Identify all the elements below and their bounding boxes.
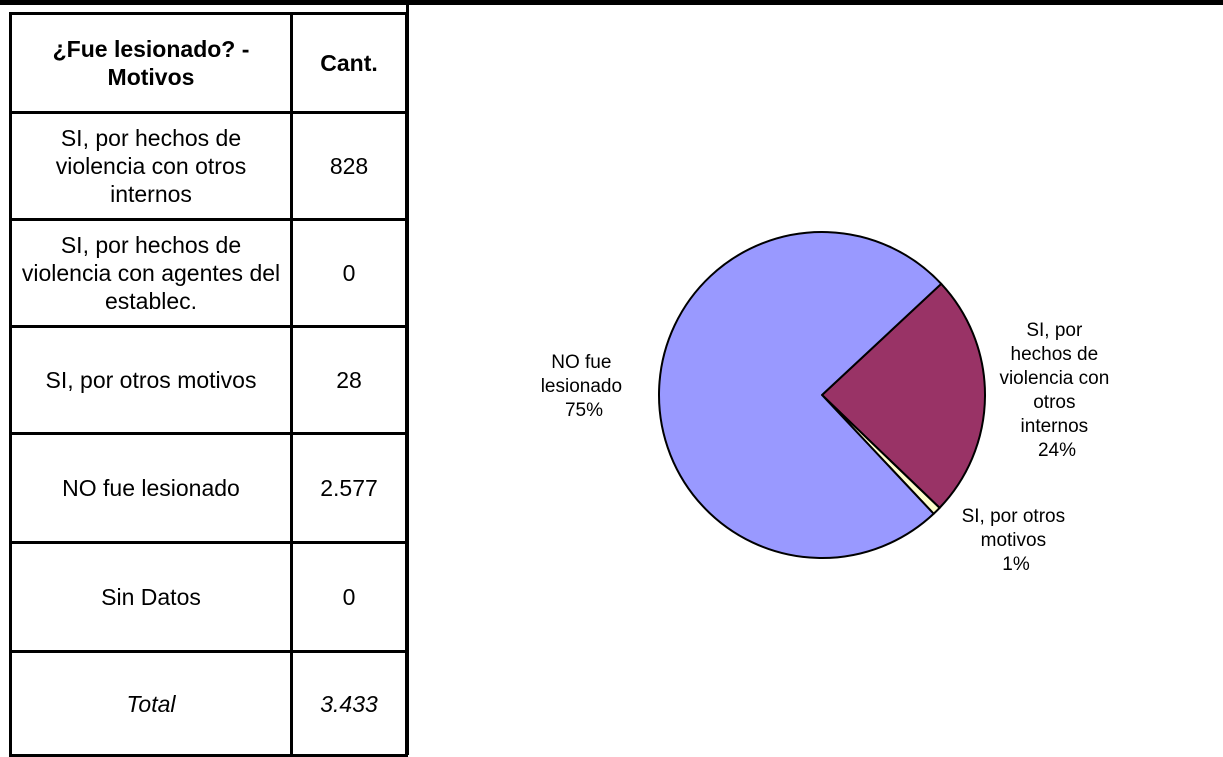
row-value: 2.577	[290, 432, 408, 544]
row-label: NO fue lesionado	[9, 432, 293, 544]
table-total-row: Total 3.433	[9, 650, 408, 757]
table-header-row: ¿Fue lesionado? - Motivos Cant.	[9, 12, 408, 114]
row-label: SI, por hechos de violencia con otros in…	[9, 111, 293, 221]
pie-slice-0	[821, 282, 986, 509]
row-label: SI, por hechos de violencia con agentes …	[9, 218, 293, 328]
label-violencia-line: SI, por	[1026, 320, 1083, 341]
label-violencia-line: otros	[1033, 392, 1075, 413]
table-row: SI, por hechos de violencia con agentes …	[9, 218, 408, 328]
row-value: 0	[290, 541, 408, 653]
pie-slice-2	[658, 231, 943, 559]
row-label: SI, por otros motivos	[9, 325, 293, 435]
label-violencia-percent: 24%	[1038, 440, 1076, 461]
row-label: Sin Datos	[9, 541, 293, 653]
label-violencia: SI, por hechos de violencia con otros in…	[999, 320, 1114, 461]
label-violencia-line: hechos de	[1011, 344, 1099, 365]
top-rule	[0, 0, 1223, 5]
header-cant: Cant.	[290, 12, 408, 114]
label-no-percent: 75%	[565, 400, 603, 421]
row-value: 0	[290, 218, 408, 328]
table-row: SI, por otros motivos 28	[9, 325, 408, 435]
row-value: 828	[290, 111, 408, 221]
label-otros-line: motivos	[981, 530, 1046, 551]
table-row: Sin Datos 0	[9, 541, 408, 653]
label-violencia-line: internos	[1021, 416, 1089, 437]
pie-chart: SI, por hechos de violencia con otros in…	[541, 231, 1114, 575]
label-violencia-line: violencia con	[999, 368, 1109, 389]
total-value: 3.433	[290, 650, 408, 757]
label-no-lesionado: NO fue lesionado 75%	[541, 352, 628, 421]
chart-area-border	[406, 5, 409, 755]
label-otros-percent: 1%	[1002, 554, 1030, 575]
row-value: 28	[290, 325, 408, 435]
pie-slices	[658, 231, 986, 559]
label-no-line: lesionado	[541, 376, 622, 397]
label-otros-line: SI, por otros	[962, 506, 1066, 527]
table-row: NO fue lesionado 2.577	[9, 432, 408, 544]
header-motivos: ¿Fue lesionado? - Motivos	[9, 12, 293, 114]
table-row: SI, por hechos de violencia con otros in…	[9, 111, 408, 221]
label-otros-motivos: SI, por otros motivos 1%	[962, 506, 1071, 575]
data-table: ¿Fue lesionado? - Motivos Cant. SI, por …	[9, 12, 408, 757]
total-label: Total	[9, 650, 293, 757]
label-no-line: NO fue	[551, 352, 611, 373]
